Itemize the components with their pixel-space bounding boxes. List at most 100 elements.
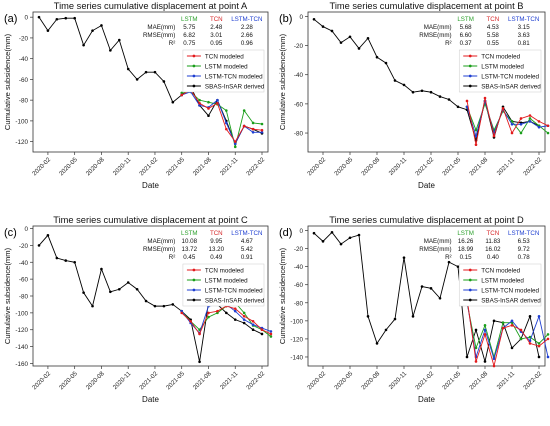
data-point (393, 317, 397, 321)
y-tick-label: 0 (24, 226, 28, 233)
x-tick-label: 2021-11 (496, 370, 517, 391)
series-line (38, 234, 263, 362)
legend-label: LSTM-TCN modeled (481, 287, 539, 294)
data-point (171, 100, 175, 104)
data-point (260, 332, 264, 336)
data-point (546, 333, 550, 336)
x-tick-label: 2021-05 (441, 156, 462, 177)
y-tick-label: -40 (294, 264, 304, 271)
metrics-column-header: LSTM (181, 16, 198, 23)
metrics-column-header: LSTM (457, 230, 474, 237)
metrics-row-label: R² (169, 40, 176, 47)
y-tick-label: -40 (19, 56, 29, 63)
series-line (313, 231, 540, 362)
data-point (465, 99, 469, 103)
x-tick-label: 2021-08 (192, 156, 213, 177)
y-tick-label: -80 (294, 300, 304, 307)
legend-label: SBAS-InSAR derived (205, 83, 265, 90)
x-tick-label: 2020-08 (360, 370, 381, 391)
data-point (225, 109, 228, 112)
data-point (528, 339, 532, 343)
data-point (402, 256, 406, 259)
data-point (100, 24, 103, 27)
x-tick-label: 2020-05 (58, 156, 79, 177)
metrics-row-label: R² (445, 254, 452, 261)
data-point (456, 105, 460, 109)
data-point (474, 360, 478, 363)
data-point (519, 122, 523, 126)
data-point (528, 114, 532, 117)
data-point (330, 29, 334, 33)
x-tick-label: 2021-08 (192, 370, 213, 391)
metrics-value: 4.53 (487, 24, 500, 31)
y-tick-label: -80 (294, 131, 304, 138)
x-tick-label: 2020-08 (360, 156, 381, 177)
data-point (501, 326, 505, 330)
metrics-value: 18.99 (458, 246, 474, 253)
data-point (411, 90, 415, 94)
data-point (82, 291, 85, 294)
data-point (465, 355, 469, 359)
data-point (537, 315, 541, 318)
metrics-column-header: TCN (210, 230, 223, 237)
legend-label: TCN modeled (481, 267, 520, 274)
metrics-value: 5.75 (183, 24, 196, 31)
legend-label: LSTM-TCN modeled (205, 73, 263, 80)
legend-box (458, 263, 542, 307)
legend-marker (192, 74, 196, 78)
data-point (357, 47, 361, 50)
data-point (510, 120, 514, 123)
data-point (546, 337, 550, 341)
legend-box (182, 49, 265, 93)
data-point (64, 259, 68, 262)
metrics-row-label: RMSE(mm) (143, 32, 175, 39)
x-tick-label: 2020-05 (58, 370, 79, 391)
series-line (466, 298, 549, 368)
data-point (546, 355, 550, 359)
data-point (474, 328, 478, 332)
chart-panel-b: Time series cumulative displacement at p… (278, 1, 550, 190)
data-point (233, 140, 237, 143)
data-point (483, 96, 487, 100)
x-tick-label: 2021-02 (414, 370, 435, 391)
series-line (38, 16, 263, 145)
metrics-value: 5.58 (487, 32, 500, 39)
series-tcn-modeled (180, 304, 273, 336)
data-point (339, 41, 343, 44)
data-point (474, 128, 478, 132)
data-point (55, 256, 59, 260)
panel-label: (c) (4, 227, 17, 239)
metrics-value: 0.81 (518, 40, 531, 47)
data-point (546, 131, 550, 135)
data-point (269, 332, 273, 336)
metrics-value: 5.42 (241, 246, 254, 253)
x-tick-label: 2020-08 (85, 370, 106, 391)
x-tick-label: 2021-05 (165, 370, 186, 391)
data-point (420, 285, 424, 288)
data-point (242, 314, 246, 318)
data-point (537, 342, 541, 345)
y-axis-label: Cumulative subsidence(mm) (278, 247, 287, 344)
data-point (198, 104, 201, 107)
metrics-column-header: LSTM (457, 16, 474, 23)
legend-label: LSTM modeled (205, 63, 248, 70)
data-point (117, 287, 121, 291)
data-point (46, 29, 50, 32)
data-point (207, 114, 210, 118)
metrics-value: 9.72 (518, 246, 531, 253)
data-point (384, 328, 388, 332)
data-point (233, 307, 237, 310)
legend-label: TCN modeled (481, 53, 520, 60)
legend-label: LSTM modeled (481, 277, 524, 284)
data-point (251, 323, 255, 326)
data-point (153, 304, 157, 308)
series-lstm-tcn-modeled (180, 90, 264, 146)
metrics-value: 3.01 (210, 32, 223, 39)
data-point (242, 321, 246, 325)
x-tick-label: 2021-08 (468, 156, 489, 177)
metrics-value: 0.45 (183, 254, 196, 261)
y-tick-label: -60 (294, 101, 304, 108)
series-lstm-modeled (180, 90, 264, 149)
data-point (519, 117, 523, 120)
metrics-table: LSTM TCN LSTM-TCN MAE(mm) 10.08 9.95 4.67 RMSE(… (143, 230, 263, 261)
